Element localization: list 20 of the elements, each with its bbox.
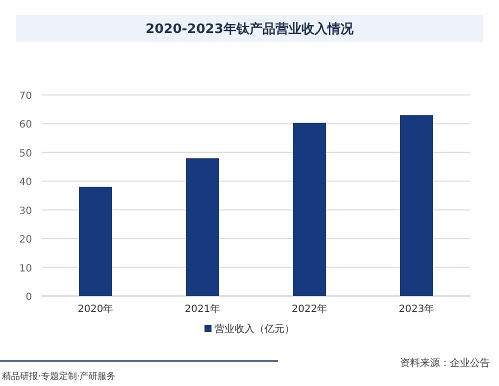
bar bbox=[293, 122, 326, 296]
x-tick-label: 2021年 bbox=[184, 303, 220, 315]
bar bbox=[79, 186, 112, 296]
y-tick-label: 20 bbox=[19, 234, 32, 246]
x-tick-label: 2022年 bbox=[292, 303, 328, 315]
y-tick-label: 60 bbox=[19, 120, 32, 131]
text: 资料来源：企业公告 bbox=[400, 357, 490, 369]
y-tick-label: 40 bbox=[19, 177, 32, 188]
y-tick-label: 50 bbox=[19, 148, 32, 160]
y-tick-label: 0 bbox=[26, 292, 32, 303]
y-tick-label: 10 bbox=[19, 263, 32, 274]
y-tick-label: 70 bbox=[19, 91, 32, 102]
legend-label: 营业收入（亿元） bbox=[214, 323, 294, 335]
text: 精品研报·专题定制·产研服务 bbox=[2, 371, 116, 382]
x-tick-label: 2023年 bbox=[398, 303, 434, 315]
bar bbox=[186, 158, 219, 296]
y-tick-label: 30 bbox=[19, 206, 32, 217]
bar bbox=[400, 115, 433, 296]
chart-title: 2020-2023年钛产品营业收入情况 bbox=[146, 21, 354, 37]
x-tick-label: 2020年 bbox=[78, 303, 114, 315]
